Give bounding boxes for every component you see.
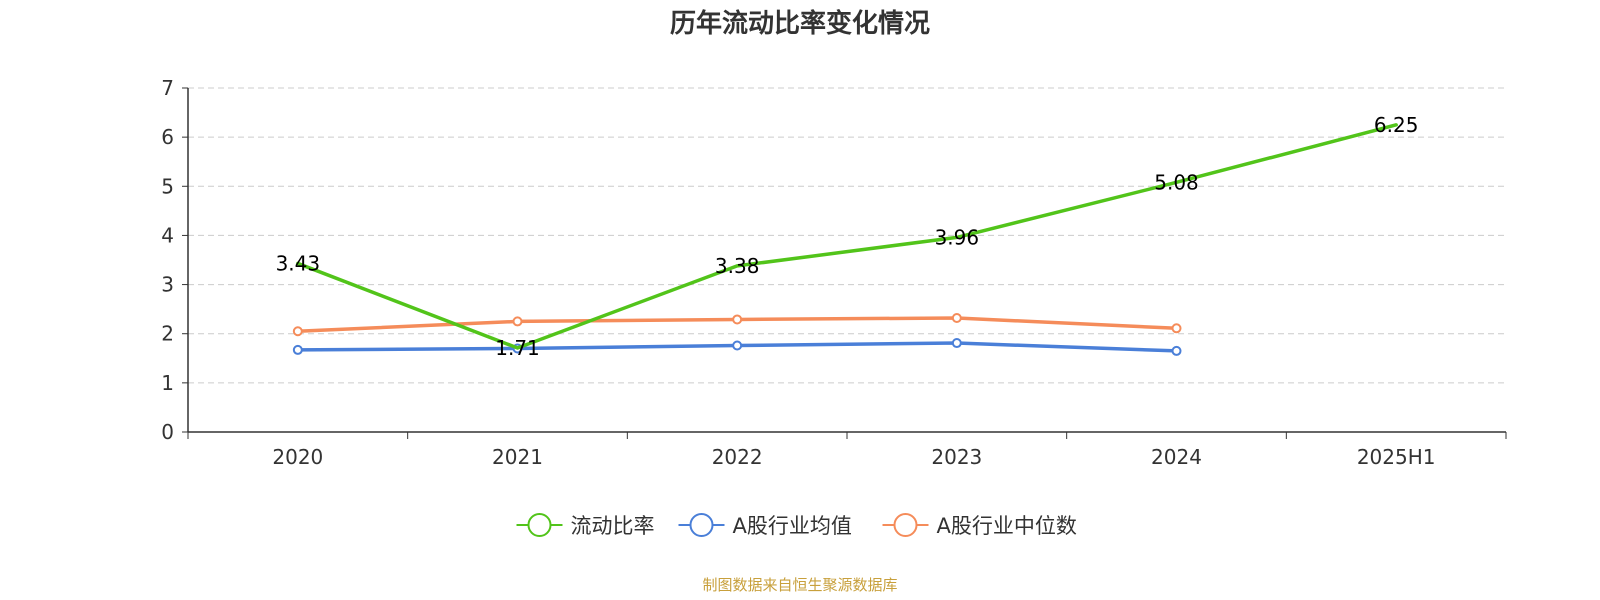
data-label: 3.43	[276, 251, 321, 275]
x-tick-label: 2023	[931, 445, 982, 469]
legend-label: 流动比率	[571, 514, 655, 538]
y-tick-label: 6	[161, 125, 174, 149]
data-point	[951, 338, 962, 349]
legend-circle-icon	[527, 513, 552, 537]
data-point	[1171, 323, 1182, 334]
legend-item-2[interactable]: A股行业中位数	[882, 513, 1077, 538]
y-tick-label: 5	[161, 174, 174, 198]
data-point	[512, 316, 523, 327]
legend-item-1[interactable]: A股行业均值	[678, 513, 852, 538]
x-tick-label: 2025H1	[1357, 445, 1436, 469]
legend[interactable]: 流动比率 A股行业均值 A股行业中位数	[516, 513, 1077, 538]
legend-label: A股行业均值	[733, 514, 852, 538]
y-tick-label: 2	[161, 322, 174, 346]
x-tick-label: 2022	[712, 445, 763, 469]
y-tick-label: 4	[161, 223, 174, 247]
data-point	[732, 340, 743, 351]
data-label: 5.08	[1154, 170, 1199, 194]
y-tick-label: 0	[161, 420, 174, 444]
grid-lines	[188, 87, 1506, 384]
data-labels: 3.43 1.71 3.38 3.96 5.08 6.25	[276, 113, 1419, 360]
x-tick-label: 2021	[492, 445, 543, 469]
x-tick-label: 2020	[272, 445, 323, 469]
data-point	[951, 312, 962, 323]
chart-title: 历年流动比率变化情况	[670, 8, 930, 39]
data-point	[292, 326, 303, 337]
legend-label: A股行业中位数	[937, 514, 1077, 538]
y-tick-label: 7	[161, 76, 174, 100]
axes: 0 1 2 3 4 5 6 7 2020 2021 2022 2023 2024 2025H1	[161, 76, 1507, 469]
data-source-note: 制图数据来自恒生聚源数据库	[702, 576, 897, 594]
legend-circle-icon	[893, 513, 918, 537]
legend-item-0[interactable]: 流动比率	[516, 513, 655, 538]
x-tick-label: 2024	[1151, 445, 1202, 469]
data-point	[732, 314, 743, 325]
y-tick-label: 1	[161, 371, 174, 395]
data-point	[292, 344, 303, 355]
y-tick-label: 3	[161, 273, 174, 297]
data-label: 1.71	[495, 336, 540, 360]
data-point	[1171, 345, 1182, 356]
legend-circle-icon	[689, 513, 714, 537]
series-lines	[292, 123, 1398, 356]
data-label: 3.96	[935, 225, 980, 249]
data-label: 6.25	[1374, 113, 1419, 137]
series-line-0	[296, 123, 1398, 350]
data-label: 3.38	[715, 254, 760, 278]
